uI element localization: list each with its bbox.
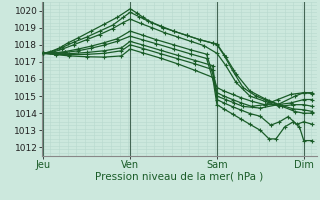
X-axis label: Pression niveau de la mer( hPa ): Pression niveau de la mer( hPa ) <box>95 172 263 182</box>
